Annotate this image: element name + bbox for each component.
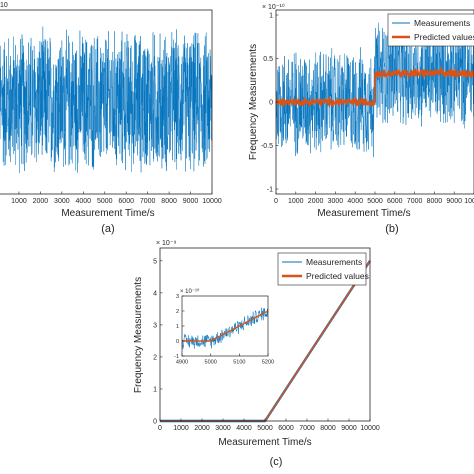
panel-b-y-tick-label: -1 (267, 186, 273, 193)
panel-c-inset-x-tick-label: 5200 (262, 360, 274, 366)
panel-a-x-ticks: 1000 2000 3000 4000 5000 6000 7000 8000 9000 1000… (11, 191, 222, 205)
panel-c-x-tick-label: 2000 (194, 425, 210, 432)
panel-b-legend-label-measurements: Measurements (414, 18, 470, 28)
panel-b-y-tick-label: 0.5 (263, 56, 273, 63)
panel-c-inset-y-ticks: -1 0 1 2 3 (174, 294, 185, 360)
panel-c-inset-series (181, 307, 269, 349)
panel-a-x-tick-label: 4000 (76, 198, 92, 205)
panel-c-inset-x-tick-label: 4900 (176, 360, 188, 366)
panel-c-x-tick-label: 3000 (215, 425, 231, 432)
panel-b-legend: Measurements Predicted values (387, 13, 474, 47)
panel-a-measurements-line (0, 26, 213, 174)
panel-b-x-tick-label: 5000 (367, 198, 383, 205)
panel-a-x-tick-label: 6000 (118, 198, 134, 205)
panel-c-legend-label-predicted: Predicted values (306, 271, 369, 281)
panel-c-x-tick-label: 0 (158, 425, 162, 432)
panel-c-y-ticks: 0 1 2 3 4 5 (153, 258, 163, 425)
panel-b-y-tick-label: 1 (269, 12, 273, 19)
panel-c-x-tick-label: 8000 (320, 425, 336, 432)
panel-c-inset-y-tick-label: 3 (176, 294, 179, 300)
panel-a-xlabel: Measurement Time/s (61, 208, 154, 219)
panel-c-inset-y-tick-label: -1 (174, 354, 179, 360)
panel-c-inset-predicted-line (182, 310, 269, 342)
panel-c-inset-x-ticks: 4900 5000 5100 5200 (176, 353, 274, 366)
panel-b-x-tick-label: 7000 (407, 198, 423, 205)
panel-b-y-tick-label: 0 (269, 99, 273, 106)
panel-c-y-tick-label: 1 (153, 386, 157, 393)
panel-c-caption: (c) (270, 456, 283, 468)
panel-c-y-tick-label: 3 (153, 322, 157, 329)
panel-c-legend-label-measurements: Measurements (306, 257, 362, 267)
panel-b-x-tick-label: 6000 (387, 198, 403, 205)
panel-c-legend-box (277, 252, 367, 286)
panel-c-inset-exponent-label: × 10⁻¹⁰ (180, 288, 200, 295)
panel-a-x-tick-label: 7000 (140, 198, 156, 205)
panel-b-x-tick-label: 10000 (464, 198, 474, 205)
panel-c-inset-y-tick-label: 1 (176, 324, 179, 330)
panel-c-x-tick-label: 7000 (299, 425, 315, 432)
panel-c-x-tick-label: 5000 (257, 425, 273, 432)
panel-c-inset-y-tick-label: 0 (176, 339, 179, 345)
panel-b: × 10⁻¹⁰ -1 -0.5 0 0.5 1 0 1000 2000 3000 4000 500… (248, 3, 474, 235)
panel-c-x-tick-label: 9000 (341, 425, 357, 432)
panel-a-x-tick-label: 5000 (97, 198, 113, 205)
panel-b-ylabel: Frequency Measurements (248, 44, 259, 160)
panel-b-exponent-label: × 10⁻¹⁰ (262, 3, 285, 11)
panel-c-inset-y-tick-label: 2 (176, 309, 179, 315)
panel-b-x-tick-label: 8000 (427, 198, 443, 205)
panel-c-exponent-label: × 10⁻⁹ (156, 240, 177, 247)
panel-b-x-tick-label: 2000 (308, 198, 324, 205)
panel-b-series (275, 15, 474, 157)
panel-c-inset-x-tick-label: 5000 (205, 360, 217, 366)
panel-a-x-tick-label: 3000 (54, 198, 70, 205)
panel-a: 10 1000 2000 3000 4000 5000 6000 7000 8000 9000 1… (0, 2, 222, 235)
panel-c-ylabel: Frequency Measurements (133, 277, 144, 393)
panel-b-y-ticks: -1 -0.5 0 0.5 1 (261, 12, 279, 193)
panel-c-x-tick-label: 1000 (173, 425, 189, 432)
panel-c-inset-background (182, 296, 268, 356)
panel-b-caption: (b) (385, 223, 398, 235)
panel-b-x-tick-label: 9000 (446, 198, 462, 205)
panel-c-y-tick-label: 5 (153, 258, 157, 265)
panel-b-legend-box (387, 13, 474, 47)
panel-a-x-tick-label: 8000 (161, 198, 177, 205)
panel-a-x-tick-label: 2000 (33, 198, 49, 205)
panel-c-x-ticks: 0 1000 2000 3000 4000 5000 6000 7000 8000 9000 100… (158, 418, 380, 432)
panel-c-inset: × 10⁻¹⁰ -1 0 1 2 3 4900 5000 5100 5200 (174, 288, 274, 366)
panel-a-x-tick-label: 9000 (183, 198, 199, 205)
panel-b-xlabel: Measurement Time/s (317, 208, 410, 219)
panel-b-y-tick-label: -0.5 (261, 143, 273, 150)
panel-b-x-tick-label: 1000 (288, 198, 304, 205)
panel-a-x-tick-label: 10000 (202, 198, 222, 205)
panel-b-predicted-line (275, 66, 474, 108)
panel-c-x-tick-label: 4000 (236, 425, 252, 432)
panel-c: × 10⁻⁹ 0 1 2 3 4 5 0 1000 2000 3000 4000 5000 6000 7… (133, 240, 380, 468)
panel-b-x-tick-label: 4000 (347, 198, 363, 205)
panel-c-x-tick-label: 6000 (278, 425, 294, 432)
panel-a-x-tick-label: 1000 (11, 198, 27, 205)
panel-c-x-tick-label: 10000 (360, 425, 380, 432)
panel-c-y-tick-label: 4 (153, 290, 157, 297)
panel-c-y-tick-label: 2 (153, 354, 157, 361)
panel-b-legend-label-predicted: Predicted values (414, 32, 474, 42)
panel-a-exponent-label: 10 (0, 2, 8, 9)
panel-b-x-tick-label: 3000 (328, 198, 344, 205)
panel-c-inset-x-tick-label: 5100 (233, 360, 245, 366)
panel-c-legend: Measurements Predicted values (277, 252, 369, 286)
panel-c-xlabel: Measurement Time/s (218, 437, 311, 448)
panel-a-series (0, 26, 213, 174)
panel-c-y-tick-label: 0 (153, 418, 157, 425)
panel-b-x-tick-label: 0 (274, 198, 278, 205)
panel-a-caption: (a) (101, 223, 114, 235)
